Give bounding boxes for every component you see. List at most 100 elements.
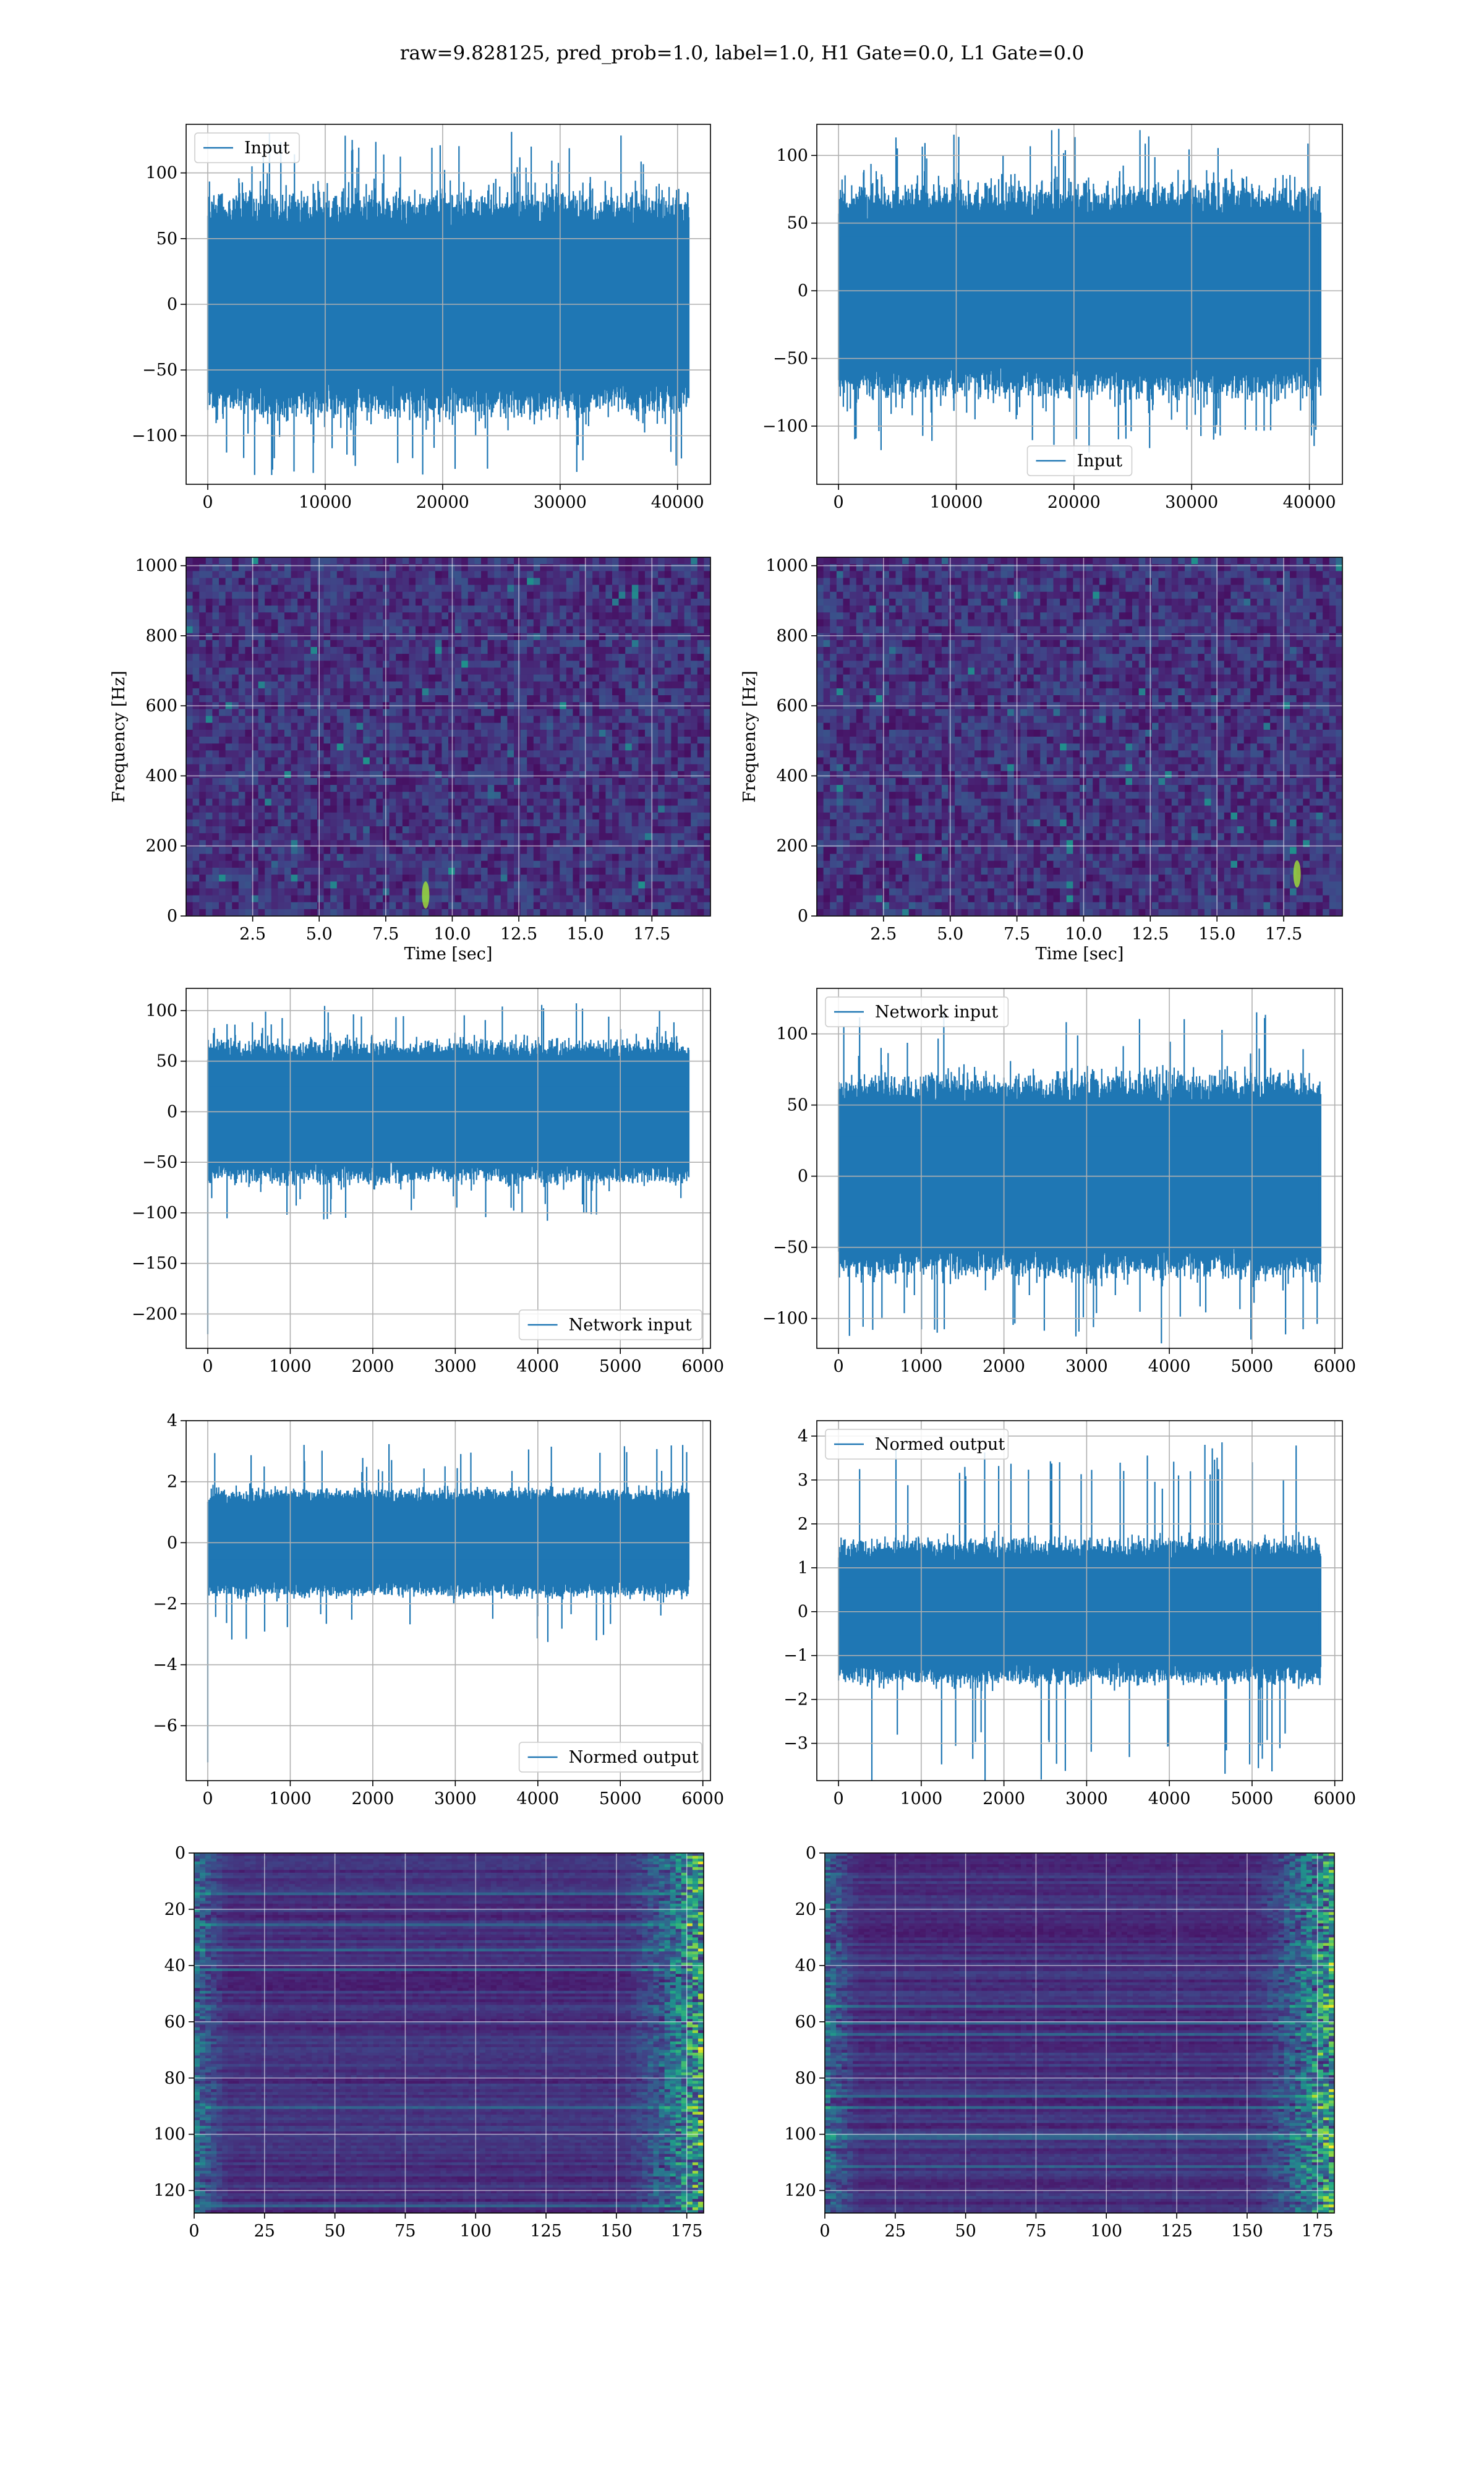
heatmap-cell	[540, 785, 547, 792]
heatmap-cell	[645, 640, 652, 648]
heatmap-cell	[579, 805, 587, 813]
heatmap-cell	[1329, 598, 1336, 606]
heatmap-cell	[1073, 591, 1080, 599]
heatmap-cell	[350, 812, 357, 820]
heatmap-cell	[383, 612, 390, 620]
heatmap-cell	[396, 737, 403, 744]
heatmap-cell	[448, 743, 456, 751]
heatmap-cell	[507, 674, 514, 682]
heatmap-cell	[409, 626, 416, 634]
heatmap-cell	[618, 902, 626, 910]
heatmap-cell	[467, 881, 475, 889]
heatmap-cell	[658, 812, 665, 820]
heatmap-cell	[1040, 571, 1047, 579]
heatmap-cell	[448, 854, 456, 862]
heatmap-cell	[494, 564, 501, 571]
heatmap-cell	[592, 647, 600, 654]
heatmap-cell	[915, 598, 923, 606]
heatmap-cell	[547, 854, 554, 862]
heatmap-cell	[467, 612, 475, 620]
heatmap-cell	[474, 688, 482, 696]
heatmap-cell	[664, 722, 672, 730]
heatmap-cell	[252, 626, 259, 634]
heatmap-cell	[435, 674, 442, 682]
heatmap-cell	[252, 867, 259, 875]
heatmap-cell	[527, 819, 534, 827]
heatmap-cell	[514, 854, 521, 862]
heatmap-cell	[817, 591, 824, 599]
heatmap-cell	[1211, 598, 1218, 606]
heatmap-cell	[297, 612, 305, 620]
heatmap-cell	[1112, 584, 1120, 593]
heatmap-cell	[310, 564, 318, 571]
heatmap-cell	[356, 702, 364, 709]
heatmap-cell	[343, 854, 351, 862]
heatmap-cell	[192, 619, 200, 627]
heatmap-cell	[612, 902, 620, 910]
heatmap-cell	[396, 750, 403, 758]
heatmap-cell	[631, 847, 639, 855]
heatmap-cell	[304, 584, 311, 593]
heatmap-cell	[586, 667, 593, 675]
heatmap-cell	[252, 777, 259, 785]
heatmap-cell	[573, 805, 580, 813]
heatmap-cell	[514, 737, 521, 744]
heatmap-cell	[212, 626, 220, 634]
heatmap-cell	[573, 647, 580, 654]
heatmap-cell	[618, 792, 626, 799]
heatmap-cell	[678, 640, 685, 648]
heatmap-cell	[527, 743, 534, 751]
heatmap-cell	[291, 661, 298, 669]
heatmap-cell	[225, 571, 232, 579]
heatmap-cell	[278, 619, 285, 627]
heatmap-cell	[481, 881, 488, 889]
heatmap-cell	[671, 716, 678, 724]
heatmap-cell	[258, 688, 265, 696]
heatmap-cell	[441, 819, 449, 827]
heatmap-cell	[284, 840, 292, 848]
heatmap-cell	[817, 598, 824, 606]
heatmap-cell	[664, 792, 672, 799]
heatmap-cell	[645, 681, 652, 689]
heatmap-cell	[671, 895, 678, 903]
heatmap-cell	[199, 716, 207, 724]
heatmap-cell	[605, 805, 613, 813]
heatmap-cell	[323, 661, 331, 669]
heatmap-cell	[1296, 584, 1303, 593]
heatmap-cell	[1191, 557, 1198, 565]
heatmap-cell	[323, 812, 331, 820]
heatmap-cell	[527, 606, 534, 613]
heatmap-cell	[631, 840, 639, 848]
heatmap-cell	[671, 909, 678, 916]
heatmap-cell	[402, 888, 409, 896]
heatmap-cell	[199, 819, 207, 827]
heatmap-cell	[481, 674, 488, 682]
heatmap-cell	[520, 584, 527, 593]
heatmap-cell	[389, 792, 396, 799]
heatmap-cell	[336, 709, 344, 717]
heatmap-cell	[684, 661, 691, 669]
heatmap-cell	[199, 667, 207, 675]
heatmap-cell	[336, 854, 344, 862]
heatmap-cell	[265, 654, 272, 661]
heatmap-cell	[389, 619, 396, 627]
heatmap-cell	[304, 612, 311, 620]
heatmap-cell	[389, 626, 396, 634]
heatmap-cell	[336, 626, 344, 634]
heatmap-cell	[994, 612, 1002, 620]
heatmap-cell	[252, 661, 259, 669]
heatmap-cell	[376, 716, 383, 724]
heatmap-cell	[396, 688, 403, 696]
heatmap-cell	[645, 833, 652, 841]
heatmap-cell	[389, 888, 396, 896]
heatmap-cell	[245, 833, 252, 841]
heatmap-cell	[416, 647, 423, 654]
heatmap-cell	[494, 737, 501, 744]
heatmap-cell	[186, 771, 194, 779]
heatmap-cell	[232, 757, 239, 765]
heatmap-cell	[520, 578, 527, 586]
heatmap-cell	[540, 716, 547, 724]
heatmap-cell	[330, 737, 338, 744]
